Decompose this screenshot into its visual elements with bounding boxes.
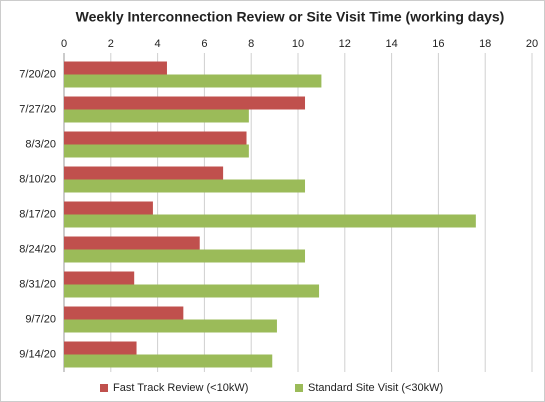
legend-swatch bbox=[100, 384, 108, 392]
y-tick-label: 9/7/20 bbox=[25, 313, 56, 325]
y-tick-label: 8/17/20 bbox=[19, 208, 56, 220]
x-tick-label: 18 bbox=[479, 38, 491, 50]
bar bbox=[64, 284, 320, 298]
y-tick-label: 8/31/20 bbox=[19, 278, 56, 290]
legend-label: Standard Site Visit (<30kW) bbox=[308, 382, 443, 394]
x-tick-label: 14 bbox=[385, 38, 397, 50]
legend-swatch bbox=[295, 384, 303, 392]
y-tick-label: 8/24/20 bbox=[19, 243, 56, 255]
bar bbox=[64, 131, 247, 145]
y-tick-label: 7/20/20 bbox=[19, 68, 56, 80]
bar bbox=[64, 74, 322, 88]
x-tick-label: 2 bbox=[108, 38, 114, 50]
y-tick-label: 7/27/20 bbox=[19, 103, 56, 115]
x-tick-label: 6 bbox=[201, 38, 207, 50]
y-tick-label: 8/3/20 bbox=[25, 138, 56, 150]
bar bbox=[64, 61, 167, 75]
bar bbox=[64, 354, 273, 368]
bar bbox=[64, 319, 277, 333]
x-tick-label: 4 bbox=[155, 38, 161, 50]
legend-label: Fast Track Review (<10kW) bbox=[113, 382, 248, 394]
bar bbox=[64, 341, 137, 355]
y-tick-label: 9/14/20 bbox=[19, 348, 56, 360]
bar bbox=[64, 201, 153, 215]
bar bbox=[64, 306, 184, 320]
bar bbox=[64, 236, 200, 250]
chart-title: Weekly Interconnection Review or Site Vi… bbox=[76, 9, 505, 25]
bar bbox=[64, 271, 135, 285]
y-tick-label: 8/10/20 bbox=[19, 173, 56, 185]
x-tick-label: 16 bbox=[432, 38, 444, 50]
bar bbox=[64, 179, 306, 193]
bar bbox=[64, 109, 249, 123]
x-tick-label: 20 bbox=[526, 38, 538, 50]
bar bbox=[64, 96, 306, 110]
x-tick-label: 12 bbox=[339, 38, 351, 50]
bar bbox=[64, 214, 476, 228]
x-tick-label: 10 bbox=[292, 38, 304, 50]
x-tick-label: 8 bbox=[248, 38, 254, 50]
bar bbox=[64, 249, 306, 263]
bar bbox=[64, 144, 249, 158]
bar bbox=[64, 166, 224, 180]
x-tick-label: 0 bbox=[61, 38, 67, 50]
